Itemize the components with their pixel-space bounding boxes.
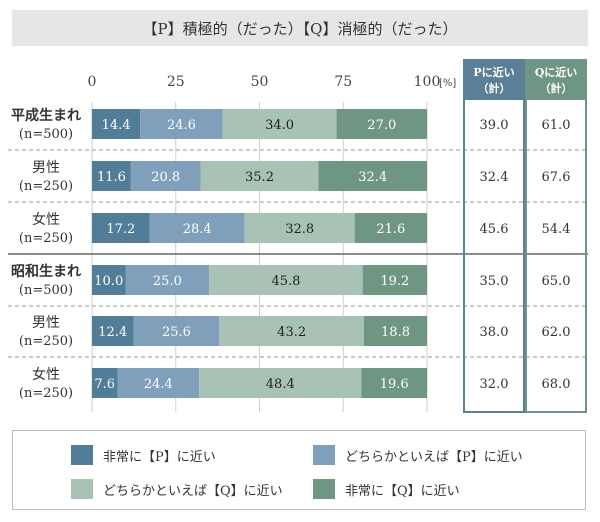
row-n-label: (n=250) <box>19 334 73 349</box>
bar-segment-very-q <box>318 161 427 191</box>
p-total-value: 32.0 <box>480 377 509 392</box>
p-total-value: 38.0 <box>480 325 509 340</box>
legend-item-somewhat-p: どちらかといえば【P】に近い <box>313 445 523 465</box>
row-n-label: (n=500) <box>19 127 73 142</box>
bar-data-label: 10.0 <box>94 274 123 289</box>
bar-data-label: 20.8 <box>151 170 180 185</box>
bar-data-label: 12.4 <box>98 325 127 340</box>
x-tick-label: 25 <box>167 74 185 90</box>
totals-header-q-label: （計） <box>540 81 573 95</box>
p-total-value: 35.0 <box>480 274 509 289</box>
totals-header-q-label: Qに近い <box>535 65 578 79</box>
legend-item-very-q: 非常に【Q】に近い <box>313 479 460 499</box>
bar-data-label: 14.4 <box>102 118 131 133</box>
bar-segment-somewhat-p <box>140 109 223 139</box>
bar-data-label: 18.8 <box>381 325 410 340</box>
bar-segment-very-q <box>336 109 427 139</box>
legend-item-very-p: 非常に【P】に近い <box>71 445 216 465</box>
row-n-label: (n=500) <box>19 283 73 298</box>
bar-data-label: 17.2 <box>106 222 135 237</box>
totals-header-q-bg <box>526 60 586 100</box>
bar-segment-very-p <box>92 316 134 346</box>
totals-header-p-label: Pに近い <box>473 65 514 79</box>
row-n-label: (n=250) <box>19 231 73 246</box>
q-total-value: 61.0 <box>542 118 571 133</box>
bar-segment-somewhat-p <box>125 265 210 295</box>
p-total-value: 39.0 <box>480 118 509 133</box>
bar-segment-somewhat-q <box>219 316 365 346</box>
bar-data-label: 43.2 <box>277 325 306 340</box>
bar-data-label: 34.0 <box>265 118 294 133</box>
x-tick-label: 75 <box>334 74 352 90</box>
bar-segment-somewhat-q <box>244 213 355 243</box>
bar-data-label: 19.2 <box>380 274 409 289</box>
bar-segment-very-p <box>92 368 118 398</box>
bar-segment-very-q <box>364 316 427 346</box>
legend-label-somewhat-q: どちらかといえば【Q】に近い <box>103 483 283 499</box>
bar-segment-very-p <box>92 161 131 191</box>
bar-segment-very-q <box>361 368 427 398</box>
bar-data-label: 21.6 <box>376 222 405 237</box>
q-total-value: 68.0 <box>542 377 571 392</box>
bar-data-label: 11.6 <box>97 170 126 185</box>
q-total-value: 67.6 <box>542 170 571 185</box>
bar-segment-very-p <box>92 265 126 295</box>
legend: 非常に【P】に近い どちらかといえば【P】に近い どちらかといえば【Q】に近い … <box>12 430 586 510</box>
legend-label-somewhat-p: どちらかといえば【P】に近い <box>345 449 523 465</box>
row-label: 昭和生まれ <box>11 263 81 280</box>
bar-data-label: 24.4 <box>144 377 173 392</box>
bar-data-label: 32.8 <box>285 222 314 237</box>
bar-data-label: 25.6 <box>162 325 191 340</box>
bar-data-label: 27.0 <box>367 118 396 133</box>
legend-label-very-p: 非常に【P】に近い <box>103 449 216 465</box>
bar-segment-somewhat-p <box>117 368 200 398</box>
p-total-value: 32.4 <box>480 170 509 185</box>
x-tick-label: 50 <box>251 74 269 90</box>
totals-header-p-label: （計） <box>478 81 511 95</box>
q-total-value: 65.0 <box>542 274 571 289</box>
row-label: 平成生まれ <box>11 107 81 124</box>
legend-item-somewhat-q: どちらかといえば【Q】に近い <box>71 479 283 499</box>
row-label: 男性 <box>32 315 60 331</box>
row-label: 女性 <box>32 211 60 228</box>
q-total-value: 62.0 <box>542 325 571 340</box>
bar-segment-somewhat-q <box>199 368 362 398</box>
bar-data-label: 35.2 <box>245 170 274 185</box>
row-n-label: (n=250) <box>19 179 73 194</box>
row-n-label: (n=250) <box>19 386 73 401</box>
bar-data-label: 48.4 <box>266 377 295 392</box>
legend-swatch-very-p <box>71 445 93 465</box>
bar-data-label: 28.4 <box>183 222 212 237</box>
legend-label-very-q: 非常に【Q】に近い <box>345 483 460 499</box>
bar-data-label: 45.8 <box>271 274 300 289</box>
legend-swatch-very-q <box>313 479 335 499</box>
bar-segment-somewhat-q <box>222 109 337 139</box>
bar-segment-somewhat-p <box>133 316 220 346</box>
bar-data-label: 32.4 <box>358 170 387 185</box>
bar-segment-somewhat-q <box>209 265 363 295</box>
bar-segment-very-q <box>362 265 427 295</box>
chart-title: 【P】積極的（だった）【Q】消極的（だった） <box>12 10 588 46</box>
legend-swatch-somewhat-q <box>71 479 93 499</box>
bar-segment-somewhat-q <box>200 161 319 191</box>
bar-segment-very-p <box>92 213 150 243</box>
bar-data-label: 7.6 <box>94 377 115 392</box>
bar-data-label: 19.6 <box>380 377 409 392</box>
bar-segment-somewhat-p <box>149 213 245 243</box>
row-label: 女性 <box>32 366 60 383</box>
p-total-value: 45.6 <box>480 222 509 237</box>
row-label: 男性 <box>32 160 60 176</box>
totals-header-p-bg <box>464 60 524 100</box>
q-total-value: 54.4 <box>542 222 571 237</box>
legend-swatch-somewhat-p <box>313 445 335 465</box>
bar-data-label: 24.6 <box>167 118 196 133</box>
bar-data-label: 25.0 <box>153 274 182 289</box>
x-tick-label: 100 <box>414 74 441 90</box>
stacked-bar-chart: 0 25 50 75 100[%] Pに近い （計） Qに近い （計） 平成生まれ (n=500) 1… <box>8 59 588 413</box>
bar-segment-somewhat-p <box>130 161 201 191</box>
bar-segment-very-p <box>92 109 141 139</box>
bar-segment-very-q <box>354 213 427 243</box>
x-unit-label: [%] <box>439 78 456 89</box>
x-tick-label: 0 <box>88 74 97 90</box>
